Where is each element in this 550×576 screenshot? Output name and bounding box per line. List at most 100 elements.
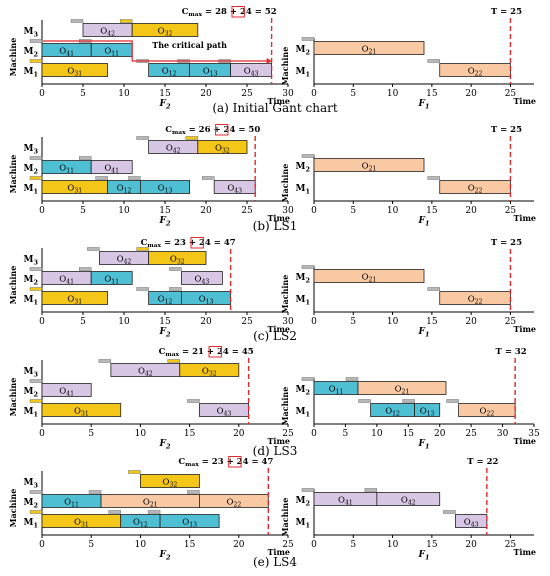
operation-block: O22 (446, 399, 516, 418)
cmax-highlight-box (228, 456, 242, 468)
operation-block: O21 (301, 37, 425, 56)
x-tick-label: 0 (39, 89, 45, 99)
x-tick-label: 5 (80, 89, 86, 99)
x-axis-title: Time (267, 324, 290, 334)
machine-label: M1 (296, 518, 310, 529)
x-tick-label: 20 (434, 429, 446, 439)
operation-block: O11 (301, 377, 359, 396)
machine-label: M1 (24, 518, 38, 529)
operation-bar (90, 271, 133, 285)
cmax-label: Cmax = 21 + 24 = 45 (159, 347, 254, 358)
cmax-annotation: Cmax = 26 + 24 = 50 (165, 124, 260, 136)
cmax-annotation: Cmax = 28 + 24 = 52 (182, 6, 277, 18)
y-axis-title: Machine (280, 164, 290, 203)
operation-block: O11 (29, 490, 102, 509)
operation-block: O11 (78, 267, 133, 286)
setup-marker (187, 490, 200, 494)
setup-marker (87, 247, 100, 251)
operation-label: O42 (166, 144, 181, 155)
operation-block: O31 (29, 59, 108, 78)
operation-label: O31 (67, 295, 82, 306)
x-tick-label: 25 (241, 206, 253, 216)
x-tick-label: 20 (465, 317, 477, 327)
critical-path: The critical path (43, 40, 272, 64)
setup-marker (29, 59, 43, 63)
machine-label: M2 (24, 387, 38, 398)
setup-marker (364, 488, 378, 492)
operation-block: O21 (301, 265, 425, 284)
machine-label: M2 (296, 45, 310, 56)
operation-block: O41 (78, 156, 133, 175)
operation-label: O42 (100, 27, 115, 38)
y-axis-title: Machine (8, 489, 18, 528)
x-tick-label: 10 (387, 540, 399, 550)
x-axis-title: Time (513, 547, 536, 557)
y-axis-title: Machine (280, 498, 290, 537)
x-tick-label: 20 (200, 317, 212, 327)
machine-label: M1 (296, 407, 310, 418)
setup-marker (128, 176, 141, 180)
factory-label: F2 (159, 327, 171, 338)
operation-label: O43 (195, 275, 210, 286)
factory-label: F1 (418, 550, 430, 561)
x-axis-title: Time (267, 213, 290, 223)
x-tick-label: 5 (80, 206, 86, 216)
x-tick-label: 10 (135, 429, 147, 439)
machine-label: M3 (24, 478, 39, 489)
setup-marker (78, 156, 92, 160)
operation-label: O21 (362, 162, 377, 173)
operation-bar (313, 158, 425, 172)
machine-label: M2 (296, 162, 310, 173)
operation-label: O31 (74, 407, 89, 418)
setup-marker (427, 176, 440, 180)
subfigure-caption: (b) LS1 (253, 219, 298, 233)
x-axis-title: Time (513, 324, 536, 334)
operation-block: O31 (29, 399, 122, 418)
factory-label: F2 (159, 216, 171, 227)
operation-bar (180, 271, 223, 285)
x-tick-label: 10 (387, 89, 399, 99)
cmax-label: Cmax = 23 + 24 = 47 (141, 238, 236, 249)
operation-block: O12 (95, 176, 141, 195)
setup-marker (128, 470, 141, 474)
setup-marker (29, 510, 43, 514)
machine-label: M2 (296, 385, 310, 396)
operation-bar (41, 403, 122, 417)
operation-block: O41 (301, 488, 378, 507)
cmax-annotation: Cmax = 21 + 24 = 45 (159, 346, 254, 358)
operation-label: O32 (170, 255, 185, 266)
x-tick-label: 15 (184, 429, 196, 439)
machine-label: M2 (296, 496, 310, 507)
x-tick-label: 5 (350, 206, 356, 216)
x-tick-label: 15 (159, 317, 171, 327)
factory-label: F2 (159, 99, 171, 110)
subfigure-caption: (d) LS3 (253, 444, 298, 458)
x-axis-title: Time (513, 96, 536, 106)
x-tick-label: 10 (118, 89, 130, 99)
cmax-highlight-box (190, 237, 204, 249)
operation-label: O11 (104, 275, 119, 286)
x-tick-label: 0 (311, 429, 317, 439)
x-tick-label: 30 (497, 429, 509, 439)
operation-label: O12 (158, 295, 173, 306)
x-tick-label: 5 (350, 317, 356, 327)
operation-block: O21 (88, 490, 200, 509)
x-tick-label: 5 (88, 540, 94, 550)
x-tick-label: 25 (465, 429, 477, 439)
operation-block: O13 (147, 510, 220, 529)
y-axis-title: Machine (8, 38, 18, 77)
operation-label: O43 (244, 67, 259, 78)
setup-marker (427, 59, 440, 63)
setup-marker (88, 490, 102, 494)
operation-label: O12 (117, 184, 132, 195)
x-tick-label: 0 (39, 429, 45, 439)
operation-label: O11 (59, 164, 74, 175)
subfigure-caption: (a) Initial Gant chart (212, 101, 338, 115)
x-tick-label: 30 (282, 317, 294, 327)
operation-block: O31 (29, 510, 122, 529)
cmax-annotation: Cmax = 23 + 24 = 47 (141, 237, 236, 249)
operation-bar (414, 403, 441, 417)
t-annotation: T = 25 (491, 125, 522, 135)
operation-label: O12 (385, 407, 400, 418)
